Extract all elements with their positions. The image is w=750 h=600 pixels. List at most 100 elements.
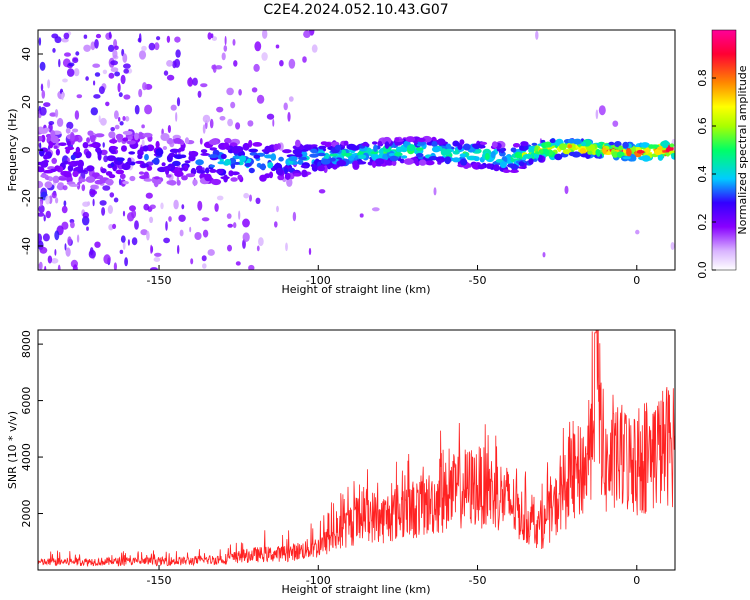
spectrogram-cell — [149, 216, 154, 223]
spectrogram-cell — [76, 234, 80, 243]
spectrogram-y-label: Frequency (Hz) — [6, 109, 19, 192]
spectrogram-cell — [176, 97, 181, 107]
spectrogram-cell — [108, 44, 115, 53]
spectrogram-cell — [361, 143, 370, 147]
spectrogram-cell — [388, 153, 396, 157]
spectrogram-cell — [375, 158, 385, 165]
spectrogram-cell — [108, 174, 116, 179]
spectrogram-cell — [67, 236, 72, 246]
spectrogram-cell — [63, 171, 72, 178]
spectrogram-cell — [270, 153, 277, 161]
spectrogram-cell — [72, 57, 79, 64]
y-tick-label: 4000 — [20, 443, 33, 471]
spectrogram-cell — [163, 166, 172, 170]
spectrogram-cell — [147, 166, 152, 171]
spectrogram-cell — [98, 115, 101, 123]
spectrogram-cell — [235, 122, 241, 130]
spectrogram-cell — [47, 79, 51, 89]
spectrogram-cell — [533, 153, 540, 159]
spectrogram-cell — [581, 141, 586, 147]
spectrogram-cell — [38, 126, 44, 133]
spectrogram-cell — [48, 141, 54, 149]
spectrogram-cell — [401, 155, 408, 159]
spectrogram-cell — [657, 154, 664, 161]
spectrogram-cell — [214, 65, 223, 70]
spectrogram-cell — [38, 261, 43, 270]
spectrogram-cell — [86, 226, 89, 231]
spectrogram-cell — [64, 146, 75, 151]
spectrogram-cell — [82, 142, 89, 149]
spectrogram-cell — [94, 241, 101, 248]
spectrogram-cell — [230, 171, 240, 176]
spectrogram-cell — [88, 143, 98, 147]
spectrogram-cell — [173, 137, 182, 144]
spectrogram-cell — [391, 159, 397, 166]
spectrogram-cell — [288, 156, 298, 162]
spectrogram-cell — [262, 30, 268, 39]
spectrogram-cell — [168, 152, 176, 158]
spectrogram-cell — [170, 104, 177, 111]
spectrogram-cell — [90, 134, 96, 143]
spectrogram-cell — [320, 141, 328, 146]
spectrogram-cell — [233, 60, 238, 67]
spectrogram-cell — [293, 173, 302, 177]
spectrogram-cell — [108, 72, 115, 79]
spectrogram-cell — [48, 176, 53, 182]
spectrogram-cell — [227, 223, 233, 228]
spectrogram-cell — [189, 76, 192, 87]
spectrogram-cell — [292, 211, 297, 222]
spectrogram-cell — [160, 133, 170, 141]
spectrogram-cell — [44, 265, 47, 270]
spectrogram-cell — [384, 160, 392, 166]
spectrogram-cell — [94, 179, 104, 185]
spectrogram-cell — [519, 145, 524, 151]
spectrogram-cell — [510, 164, 519, 170]
spectrogram-cell — [350, 145, 360, 151]
spectrogram-cell — [242, 232, 250, 242]
spectrogram-cell — [648, 144, 655, 149]
spectrogram-cell — [522, 154, 533, 159]
spectrogram-cell — [150, 267, 158, 270]
spectrogram-cell — [544, 141, 552, 148]
spectrogram-cell — [112, 49, 118, 59]
spectrogram-cell — [54, 249, 57, 256]
spectrogram-cell — [122, 137, 129, 142]
spectrogram-cell — [208, 154, 219, 159]
spectrogram-cell — [209, 164, 215, 168]
spectrogram-cell — [317, 152, 326, 157]
spectrogram-cell — [175, 112, 178, 122]
spectrogram-cell — [534, 146, 539, 153]
spectrogram-cell — [567, 138, 576, 144]
spectrogram-cell — [166, 174, 172, 178]
spectrogram-cell — [156, 36, 161, 41]
y-tick-label: 6000 — [20, 387, 33, 415]
spectrogram-cell — [179, 229, 184, 237]
y-tick-label: -20 — [20, 189, 33, 207]
spectrogram-cell — [112, 223, 117, 229]
spectrogram-cell — [248, 148, 259, 153]
spectrogram-cell — [499, 161, 507, 169]
spectrogram-cell — [192, 179, 198, 186]
spectrogram-cell — [309, 153, 319, 158]
spectrogram-cell — [201, 255, 207, 262]
spectrogram-cell — [202, 114, 211, 124]
spectrogram-cell — [82, 211, 90, 219]
spectrogram-cell — [105, 179, 114, 185]
spectrogram-cell — [175, 49, 181, 58]
spectrogram-cell — [85, 76, 89, 81]
spectrogram-cell — [196, 169, 206, 174]
spectrogram-cell — [129, 205, 136, 212]
spectrogram-cell — [261, 52, 268, 61]
spectrogram-cell — [86, 165, 95, 172]
spectrogram-cell — [168, 180, 177, 186]
spectrogram-cell — [51, 157, 57, 164]
spectrogram-cell — [58, 177, 68, 181]
spectrogram-cell — [93, 94, 101, 99]
spectrogram-cell — [531, 142, 538, 146]
spectrogram-cell — [93, 172, 100, 177]
spectrogram-cell — [114, 110, 119, 120]
spectrogram-cell — [417, 137, 426, 143]
spectrogram-cell — [172, 60, 177, 69]
spectrogram-cell — [151, 159, 160, 164]
spectrogram-cell — [45, 210, 51, 219]
